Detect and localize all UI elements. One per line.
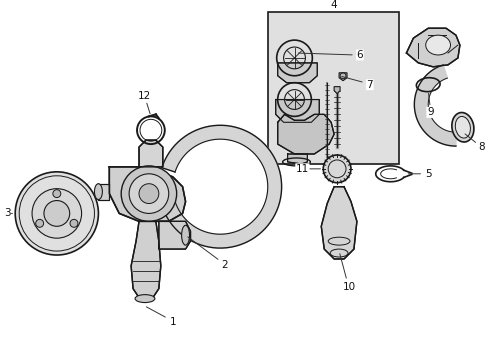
- Text: 2: 2: [221, 260, 227, 270]
- Circle shape: [15, 172, 98, 255]
- Circle shape: [44, 201, 70, 226]
- Text: 10: 10: [342, 282, 355, 292]
- Circle shape: [323, 155, 350, 183]
- Ellipse shape: [135, 294, 155, 302]
- Polygon shape: [333, 87, 339, 94]
- Circle shape: [36, 219, 43, 227]
- Polygon shape: [406, 28, 459, 67]
- Text: 6: 6: [356, 50, 363, 60]
- Polygon shape: [277, 114, 333, 154]
- Polygon shape: [413, 65, 455, 146]
- Text: 11: 11: [295, 164, 308, 174]
- Polygon shape: [139, 140, 163, 167]
- Polygon shape: [277, 63, 317, 83]
- Text: 3: 3: [4, 208, 11, 219]
- Circle shape: [129, 174, 168, 213]
- Text: 1: 1: [169, 318, 176, 327]
- Polygon shape: [131, 221, 161, 301]
- Ellipse shape: [425, 35, 449, 55]
- Bar: [267, 12, 399, 164]
- Circle shape: [70, 219, 78, 227]
- Text: 7: 7: [366, 80, 372, 90]
- Polygon shape: [338, 73, 346, 81]
- Text: 5: 5: [424, 169, 430, 179]
- Polygon shape: [109, 167, 185, 221]
- Polygon shape: [321, 187, 356, 259]
- Ellipse shape: [451, 113, 473, 142]
- Polygon shape: [162, 125, 281, 248]
- Text: 12: 12: [137, 91, 150, 100]
- Circle shape: [121, 166, 176, 221]
- Polygon shape: [98, 184, 109, 199]
- Circle shape: [53, 190, 61, 198]
- Ellipse shape: [454, 116, 469, 138]
- Polygon shape: [275, 99, 319, 122]
- Text: 4: 4: [330, 0, 337, 10]
- Ellipse shape: [94, 184, 102, 199]
- Text: 8: 8: [477, 142, 484, 152]
- Text: 9: 9: [426, 107, 433, 117]
- Circle shape: [32, 189, 81, 238]
- Circle shape: [139, 184, 159, 203]
- Polygon shape: [287, 154, 307, 164]
- Polygon shape: [159, 221, 190, 249]
- Ellipse shape: [181, 225, 189, 245]
